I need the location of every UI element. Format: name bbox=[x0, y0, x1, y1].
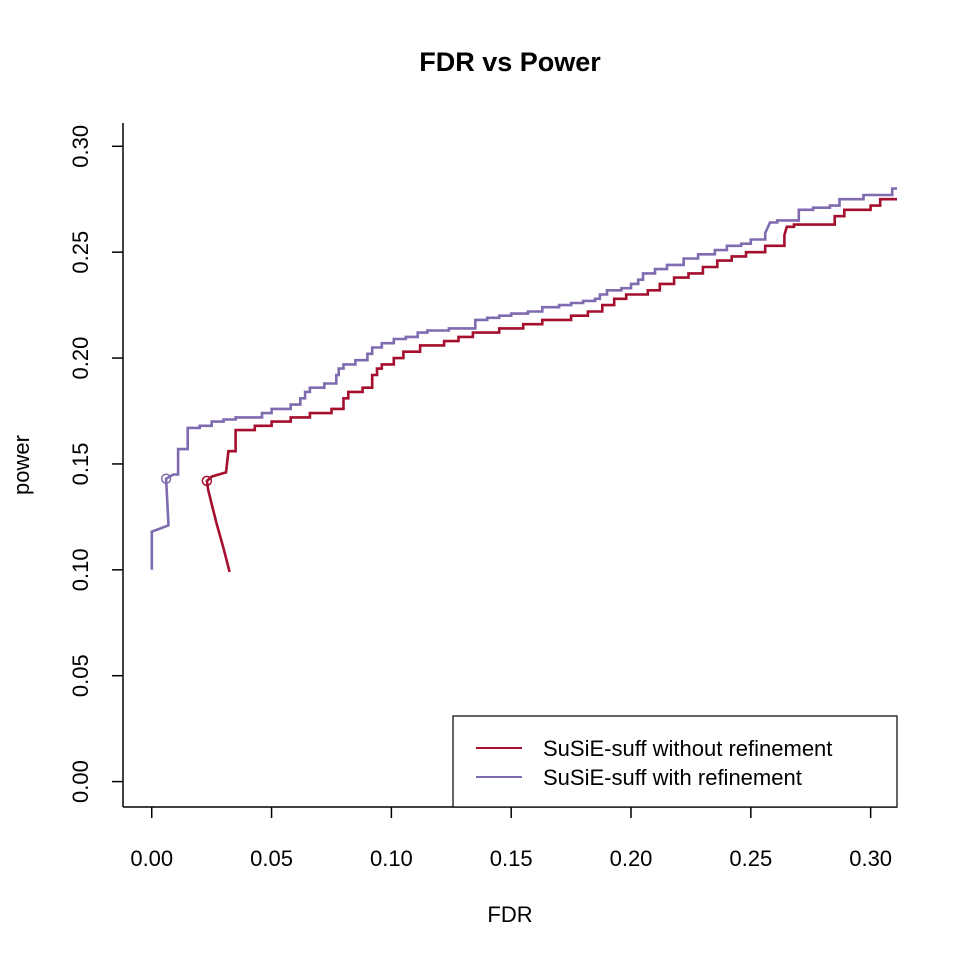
x-tick-label: 0.05 bbox=[250, 846, 293, 871]
y-axis-label: power bbox=[9, 435, 34, 495]
x-tick-label: 0.00 bbox=[130, 846, 173, 871]
x-tick-label: 0.25 bbox=[729, 846, 772, 871]
series-line-with-refinement bbox=[150, 187, 897, 570]
series-line-without-refinement bbox=[205, 197, 897, 573]
y-tick-label: 0.15 bbox=[68, 443, 93, 486]
x-axis-label: FDR bbox=[487, 902, 532, 927]
y-tick-label: 0.30 bbox=[68, 125, 93, 168]
x-tick-label: 0.30 bbox=[849, 846, 892, 871]
x-tick-label: 0.15 bbox=[490, 846, 533, 871]
x-tick-label: 0.10 bbox=[370, 846, 413, 871]
series-layer bbox=[150, 187, 897, 573]
x-tick-label: 0.20 bbox=[610, 846, 653, 871]
y-tick-label: 0.05 bbox=[68, 654, 93, 697]
legend-box bbox=[452, 715, 898, 808]
legend: SuSiE-suff without refinement SuSiE-suff… bbox=[452, 715, 898, 808]
y-tick-label: 0.20 bbox=[68, 337, 93, 380]
x-ticks: 0.00 0.05 0.10 0.15 0.20 0.25 0.30 bbox=[130, 807, 892, 871]
series-marker-with-refinement bbox=[160, 473, 172, 485]
chart-title: FDR vs Power bbox=[419, 47, 601, 77]
series-marker-without-refinement bbox=[201, 475, 213, 487]
y-tick-label: 0.00 bbox=[68, 760, 93, 803]
y-tick-label: 0.10 bbox=[68, 548, 93, 591]
legend-label-with-refinement: SuSiE-suff with refinement bbox=[543, 765, 802, 790]
y-tick-label: 0.25 bbox=[68, 231, 93, 274]
legend-label-without-refinement: SuSiE-suff without refinement bbox=[543, 736, 832, 761]
y-ticks: 0.00 0.05 0.10 0.15 0.20 0.25 0.30 bbox=[68, 125, 123, 803]
